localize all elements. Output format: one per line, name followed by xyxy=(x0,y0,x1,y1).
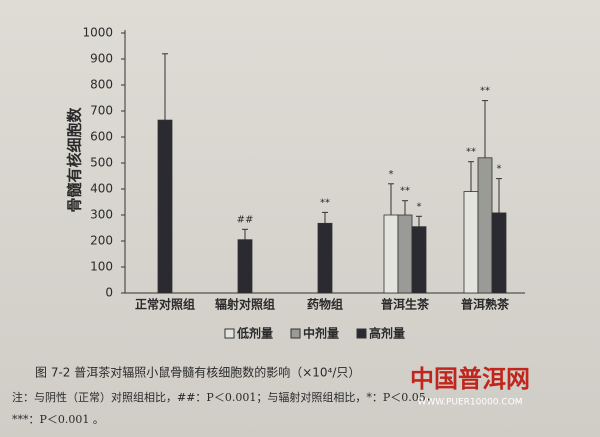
bar xyxy=(477,157,493,294)
x-tick-label: 正常对照组 xyxy=(135,297,195,312)
y-tick-label: 600 xyxy=(90,130,113,144)
legend-label: 低剂量 xyxy=(236,326,273,341)
bar xyxy=(383,214,399,294)
significance-mark: ## xyxy=(237,214,254,225)
y-tick-label: 300 xyxy=(90,208,113,222)
legend-swatch xyxy=(224,328,235,339)
note: ***：P＜0.001 。 xyxy=(12,413,104,426)
watermark-url: WWW.PUER10000.COM xyxy=(417,398,522,408)
significance-mark: ** xyxy=(466,147,476,158)
legend-label: 中剂量 xyxy=(303,326,339,341)
significance-mark: ** xyxy=(400,186,410,197)
significance-mark: * xyxy=(497,164,502,175)
bar xyxy=(157,119,173,294)
x-tick-label: 药物组 xyxy=(307,297,343,312)
x-tick-label: 辐射对照组 xyxy=(215,297,275,312)
y-tick-label: 900 xyxy=(90,52,113,66)
bar xyxy=(397,214,413,294)
significance-mark: ** xyxy=(480,86,490,97)
y-tick-label: 500 xyxy=(90,156,113,170)
y-tick-label: 1000 xyxy=(82,26,113,40)
bar xyxy=(463,191,479,294)
bar xyxy=(491,212,507,294)
legend-swatch xyxy=(290,328,301,339)
legend-label: 高剂量 xyxy=(369,326,405,341)
bar xyxy=(237,239,253,294)
y-tick-label: 200 xyxy=(90,234,113,248)
significance-mark: * xyxy=(417,201,422,212)
note: 注：与阴性（正常）对照组相比，##：P＜0.001；与辐射对照组相比，*：P＜0… xyxy=(12,390,437,404)
bar xyxy=(317,222,333,294)
y-axis-label: 骨髓有核细胞数 xyxy=(66,107,84,213)
significance-mark: * xyxy=(389,169,394,180)
significance-mark: ** xyxy=(320,197,330,208)
y-tick-label: 0 xyxy=(105,286,113,300)
caption: 图 7-2 普洱茶对辐照小鼠骨髓有核细胞数的影响（×10⁴/只） xyxy=(35,365,360,380)
bar xyxy=(411,226,427,294)
legend-swatch xyxy=(356,328,367,339)
y-tick-label: 700 xyxy=(90,104,113,118)
y-tick-label: 100 xyxy=(90,260,113,274)
x-tick-label: 普洱熟茶 xyxy=(461,297,510,312)
x-tick-label: 普洱生茶 xyxy=(381,297,430,312)
watermark: 中国普洱网 xyxy=(410,365,530,393)
y-tick-label: 800 xyxy=(90,78,113,92)
y-tick-label: 400 xyxy=(90,182,113,196)
